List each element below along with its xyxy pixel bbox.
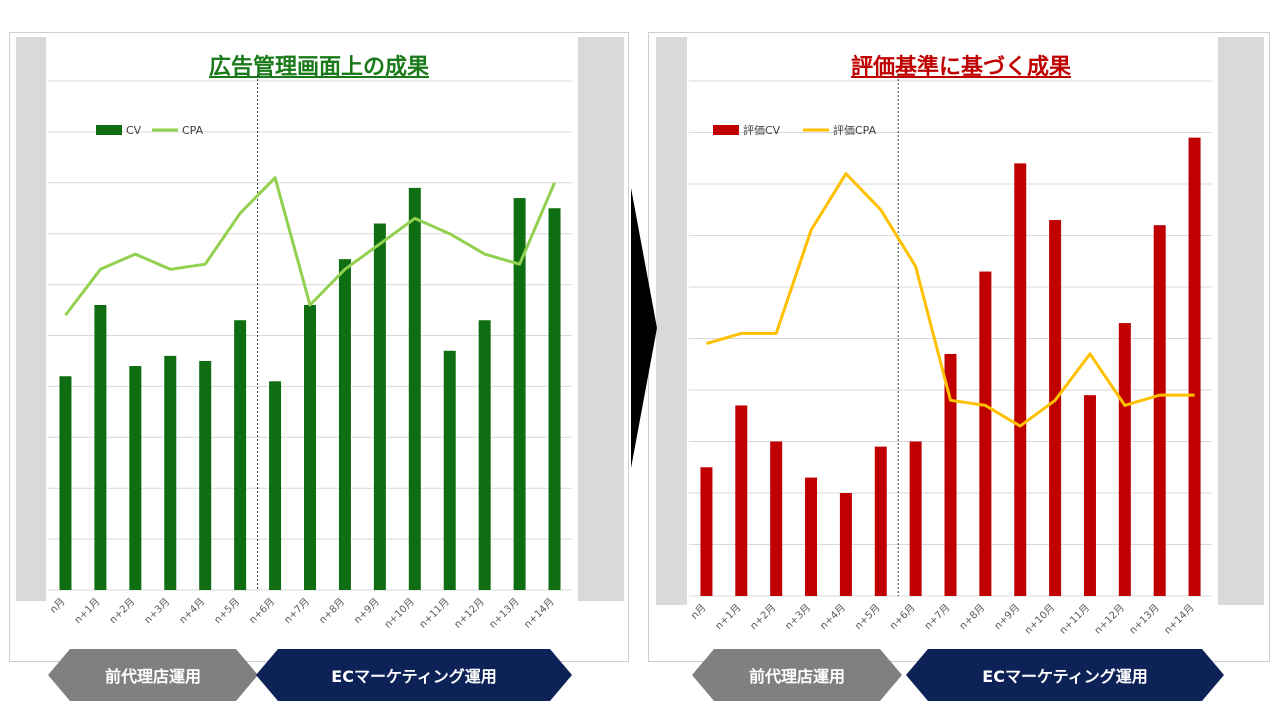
before-period-arrow: 前代理店運用 <box>692 649 902 701</box>
after-period-arrow: ECマーケティング運用 <box>906 649 1224 701</box>
bar <box>234 320 247 590</box>
x-tick-label: n+9月 <box>992 602 1022 632</box>
bar <box>478 320 491 590</box>
x-tick-label: n+1月 <box>713 602 743 632</box>
legend: 評価CV 評価CPA <box>713 123 877 137</box>
bar <box>408 187 421 590</box>
bar <box>373 223 386 590</box>
x-tick-label: n+10月 <box>1022 602 1057 637</box>
x-tick-label: n月 <box>689 602 709 622</box>
bar <box>909 441 922 596</box>
x-tick-label: n+5月 <box>212 596 242 626</box>
bar <box>304 304 316 590</box>
x-tick-label: n+6月 <box>247 596 277 626</box>
bar <box>513 198 526 590</box>
x-tick-label: n+3月 <box>142 596 172 626</box>
bar <box>129 366 142 590</box>
legend-bar-swatch <box>96 125 122 135</box>
x-tick-label: n+8月 <box>317 596 347 626</box>
bar <box>1014 163 1027 596</box>
left-edge-block <box>656 37 687 605</box>
line-series <box>64 176 556 317</box>
bar <box>944 353 957 596</box>
x-tick-label: n+4月 <box>177 596 207 626</box>
x-tick-label: n+7月 <box>282 596 312 626</box>
bar <box>164 355 177 590</box>
x-tick-label: n+5月 <box>852 602 882 632</box>
before-period-arrow: 前代理店運用 <box>48 649 258 701</box>
x-tick-label: n+10月 <box>382 596 417 631</box>
x-tick-label: n+11月 <box>417 596 452 631</box>
bar <box>1049 220 1062 597</box>
after-period-label: ECマーケティング運用 <box>331 667 497 686</box>
before-period-label: 前代理店運用 <box>748 667 845 686</box>
transition-arrow-icon <box>631 188 657 468</box>
legend: CV CPA <box>96 124 204 137</box>
bar <box>199 360 212 590</box>
right-edge-block <box>578 37 624 601</box>
x-tick-label: n+6月 <box>887 602 917 632</box>
bar <box>338 259 351 590</box>
before-period-label: 前代理店運用 <box>104 667 201 686</box>
bar <box>1118 323 1131 596</box>
after-period-label: ECマーケティング運用 <box>982 667 1148 686</box>
x-tick-label: n+13月 <box>487 596 522 631</box>
x-tick-label: n+7月 <box>922 602 952 632</box>
x-tick-label: n+2月 <box>748 602 778 632</box>
x-tick-label: n+4月 <box>818 602 848 632</box>
legend-bar-label: 評価CV <box>743 123 781 137</box>
x-tick-label: n月 <box>48 596 68 616</box>
left-chart-title: 広告管理画面上の成果 <box>208 55 430 80</box>
x-tick-label: n+12月 <box>1092 602 1127 637</box>
x-tick-label: n+8月 <box>957 602 987 632</box>
legend-bar-label: CV <box>126 124 142 137</box>
x-tick-label: n+14月 <box>1162 602 1197 637</box>
bar <box>735 405 748 596</box>
x-tick-label: n+2月 <box>107 596 137 626</box>
legend-bar-swatch <box>713 125 739 135</box>
bar <box>874 446 887 596</box>
legend-line-label: 評価CPA <box>833 123 877 137</box>
left-chart-svg: n月 n+1月 n+2月 n+3月 n+4月 n+5月 n+6月 n+7月 n+8月 n+9月 n+… <box>48 75 572 631</box>
bar <box>1153 225 1166 596</box>
bar <box>1083 395 1096 596</box>
x-tick-label: n+14月 <box>522 596 557 631</box>
line-series <box>705 172 1195 428</box>
bar-series <box>59 187 561 590</box>
bar <box>700 467 713 596</box>
left-edge-block <box>16 37 46 601</box>
x-tick-label: n+13月 <box>1127 602 1162 637</box>
x-tick-label: n+3月 <box>783 602 813 632</box>
right-edge-block <box>1218 37 1264 605</box>
bar <box>94 304 107 590</box>
right-chart-panel: 評価基準に基づく成果 n月 n+1月 n+2月 n+3月 n+4月 n+5月 n+6月 n+7… <box>648 32 1270 662</box>
after-period-arrow: ECマーケティング運用 <box>256 649 572 701</box>
legend-line-label: CPA <box>182 124 204 137</box>
x-tick-label: n+12月 <box>452 596 487 631</box>
right-chart-svg: n月 n+1月 n+2月 n+3月 n+4月 n+5月 n+6月 n+7月 n+8月 n+9月 n+… <box>689 75 1212 637</box>
bar <box>548 208 561 590</box>
bar <box>59 376 72 590</box>
left-chart-panel: 広告管理画面上の成果 n月 n+1月 n+2月 n+3月 n+4月 n+5月 n+6月 n+7… <box>9 32 629 662</box>
bar <box>805 477 818 596</box>
bar <box>269 381 282 590</box>
bar <box>979 271 992 596</box>
bar <box>839 493 852 596</box>
right-chart-title: 評価基準に基づく成果 <box>850 55 1072 80</box>
bar <box>1188 137 1201 596</box>
x-tick-label: n+9月 <box>352 596 382 626</box>
bar <box>770 441 783 596</box>
bar-series <box>700 137 1201 597</box>
x-tick-label: n+1月 <box>72 596 102 626</box>
x-tick-label: n+11月 <box>1057 602 1092 637</box>
bar <box>443 350 456 590</box>
